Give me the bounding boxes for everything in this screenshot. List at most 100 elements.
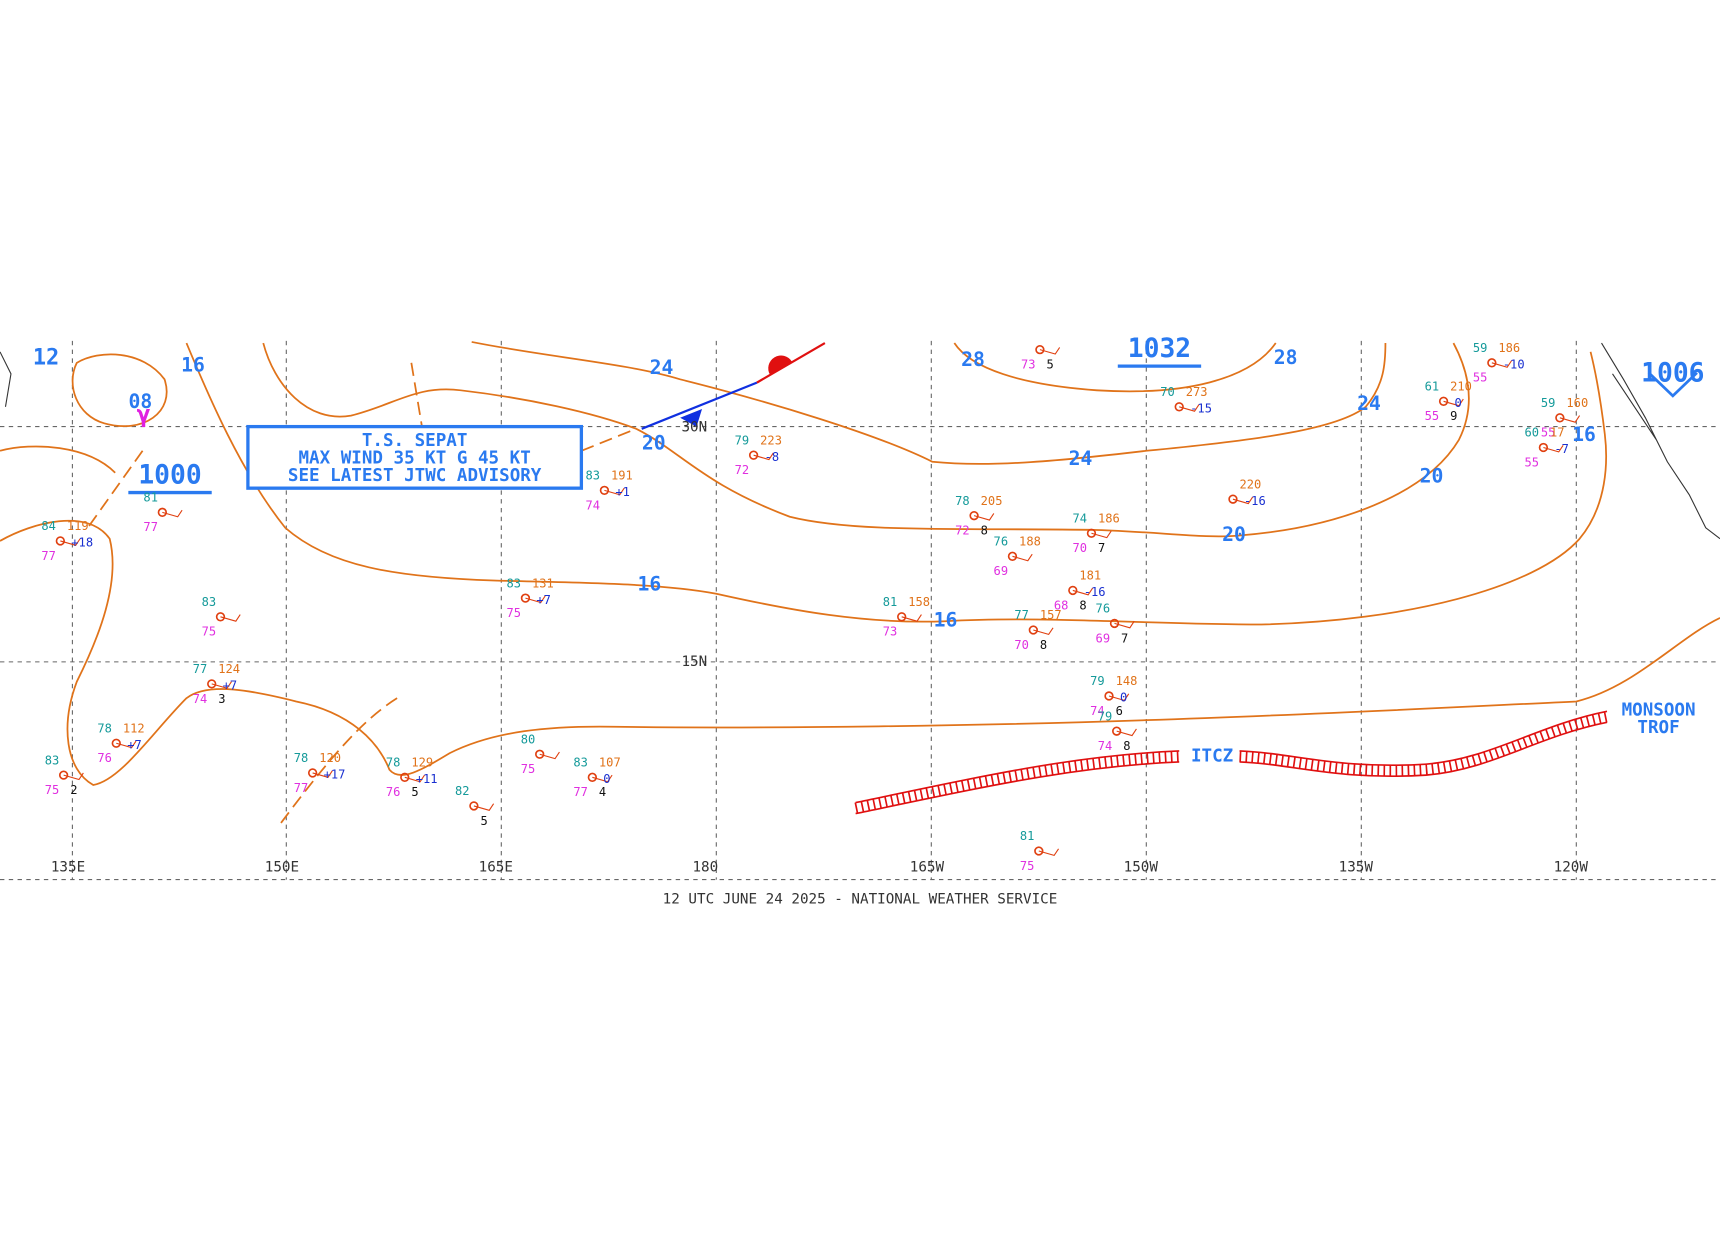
station-value: 69	[994, 564, 1009, 578]
wind-barb	[525, 595, 546, 604]
isobar-label: 20	[642, 432, 666, 455]
station-value: 75	[521, 762, 536, 776]
station-symbol	[469, 801, 479, 811]
station-value: 77	[193, 662, 208, 676]
station-value: 181	[1079, 569, 1101, 583]
latitude-label: 15N	[681, 654, 707, 670]
longitude-label: 150E	[265, 859, 299, 875]
station-value: 73	[883, 625, 898, 639]
wind-barb	[473, 803, 495, 811]
station-value: 4	[599, 785, 606, 799]
station-symbol	[1028, 625, 1038, 635]
station-value: 75	[507, 606, 522, 620]
station-symbol	[1007, 551, 1018, 562]
itcz-edge	[855, 710, 1608, 804]
station-value: 0	[1455, 396, 1462, 410]
station-symbol	[1086, 528, 1097, 538]
station-value: 55	[1473, 371, 1488, 385]
station-value: 61	[1425, 380, 1440, 394]
station-value: 77	[573, 785, 588, 799]
station-value: 0	[603, 772, 610, 786]
station-value: -15	[1190, 401, 1212, 415]
station-value: 70	[1014, 638, 1029, 652]
station-value: 70	[1160, 385, 1175, 399]
wind-barb	[1033, 627, 1054, 636]
isobar-label: 28	[1274, 346, 1298, 369]
itcz-band	[854, 710, 1609, 815]
trough	[87, 362, 637, 826]
station-value: 55	[1524, 455, 1539, 469]
wind-barb	[1072, 587, 1094, 596]
station-value: 2	[70, 783, 77, 797]
station-value: 55	[1541, 426, 1556, 440]
station-symbol	[55, 536, 65, 546]
isobar	[185, 342, 1607, 626]
front	[641, 342, 826, 430]
station-value: 83	[585, 469, 600, 483]
station-value: 81	[143, 491, 158, 505]
station-symbol	[1109, 618, 1120, 629]
station-value: 131	[532, 576, 554, 590]
station-value: 78	[97, 721, 112, 735]
station-value: 129	[411, 756, 433, 770]
isobar	[471, 341, 1387, 465]
wind-barb	[1038, 848, 1060, 857]
advisory-line: MAX WIND 35 KT G 45 KT	[298, 448, 530, 468]
station-value: +1	[615, 485, 630, 499]
station-symbol	[1112, 726, 1122, 736]
station-value: 120	[319, 751, 341, 765]
station-value: 5	[1046, 358, 1053, 372]
station-symbol	[1034, 846, 1044, 856]
station-value: 79	[735, 433, 750, 447]
station-value: +7	[223, 679, 238, 693]
wind-barb	[753, 452, 774, 461]
isobar-label: 20	[1222, 523, 1246, 546]
station-value: 74	[1090, 704, 1105, 718]
station-value: 76	[97, 751, 112, 765]
wind-barb	[1012, 553, 1033, 562]
station-symbol	[215, 612, 226, 622]
station-value: 186	[1498, 341, 1520, 355]
wind-barb	[1116, 728, 1137, 737]
station-value: 157	[1040, 608, 1062, 622]
station-value: 84	[41, 519, 56, 533]
wind-barb	[211, 681, 232, 689]
wind-barb	[116, 740, 137, 749]
isobar-label: 16	[181, 354, 205, 377]
station-value: 75	[202, 625, 217, 639]
station-value: 77	[41, 549, 56, 563]
wind-barb	[1232, 496, 1254, 505]
station-symbol	[1438, 396, 1449, 406]
station-symbol	[58, 770, 69, 780]
station-value: 83	[507, 576, 522, 590]
isobar-label: 24	[650, 356, 674, 379]
station-value: 9	[1450, 409, 1457, 423]
wind-barb	[1491, 360, 1513, 368]
feature-label: TROF	[1637, 718, 1679, 738]
wind-barb	[1559, 415, 1581, 423]
station-symbol	[748, 450, 759, 460]
station-symbol	[1487, 358, 1497, 368]
longitude-label: 135W	[1339, 859, 1374, 875]
station-value: 80	[521, 732, 536, 746]
wind-barb	[539, 751, 560, 760]
station-value: 70	[1073, 541, 1088, 555]
isobars	[0, 341, 1720, 826]
station-value: 74	[1098, 739, 1113, 753]
station-value: 83	[202, 595, 217, 609]
station-value: 82	[455, 784, 470, 798]
station-value: 59	[1541, 396, 1556, 410]
pressure-center: 08	[129, 390, 153, 413]
isobar-label: 28	[961, 348, 985, 371]
station-value: 7	[1121, 631, 1128, 645]
station-value: 188	[1019, 535, 1041, 549]
wind-barb	[312, 770, 333, 778]
station-value: 75	[1020, 859, 1035, 873]
cold-front	[641, 381, 758, 430]
warm-front-barb	[768, 355, 792, 375]
station-value: 68	[1054, 598, 1069, 612]
wind-barb	[1543, 444, 1564, 453]
station-value: 112	[123, 721, 145, 735]
station-value: -7	[1554, 442, 1569, 456]
